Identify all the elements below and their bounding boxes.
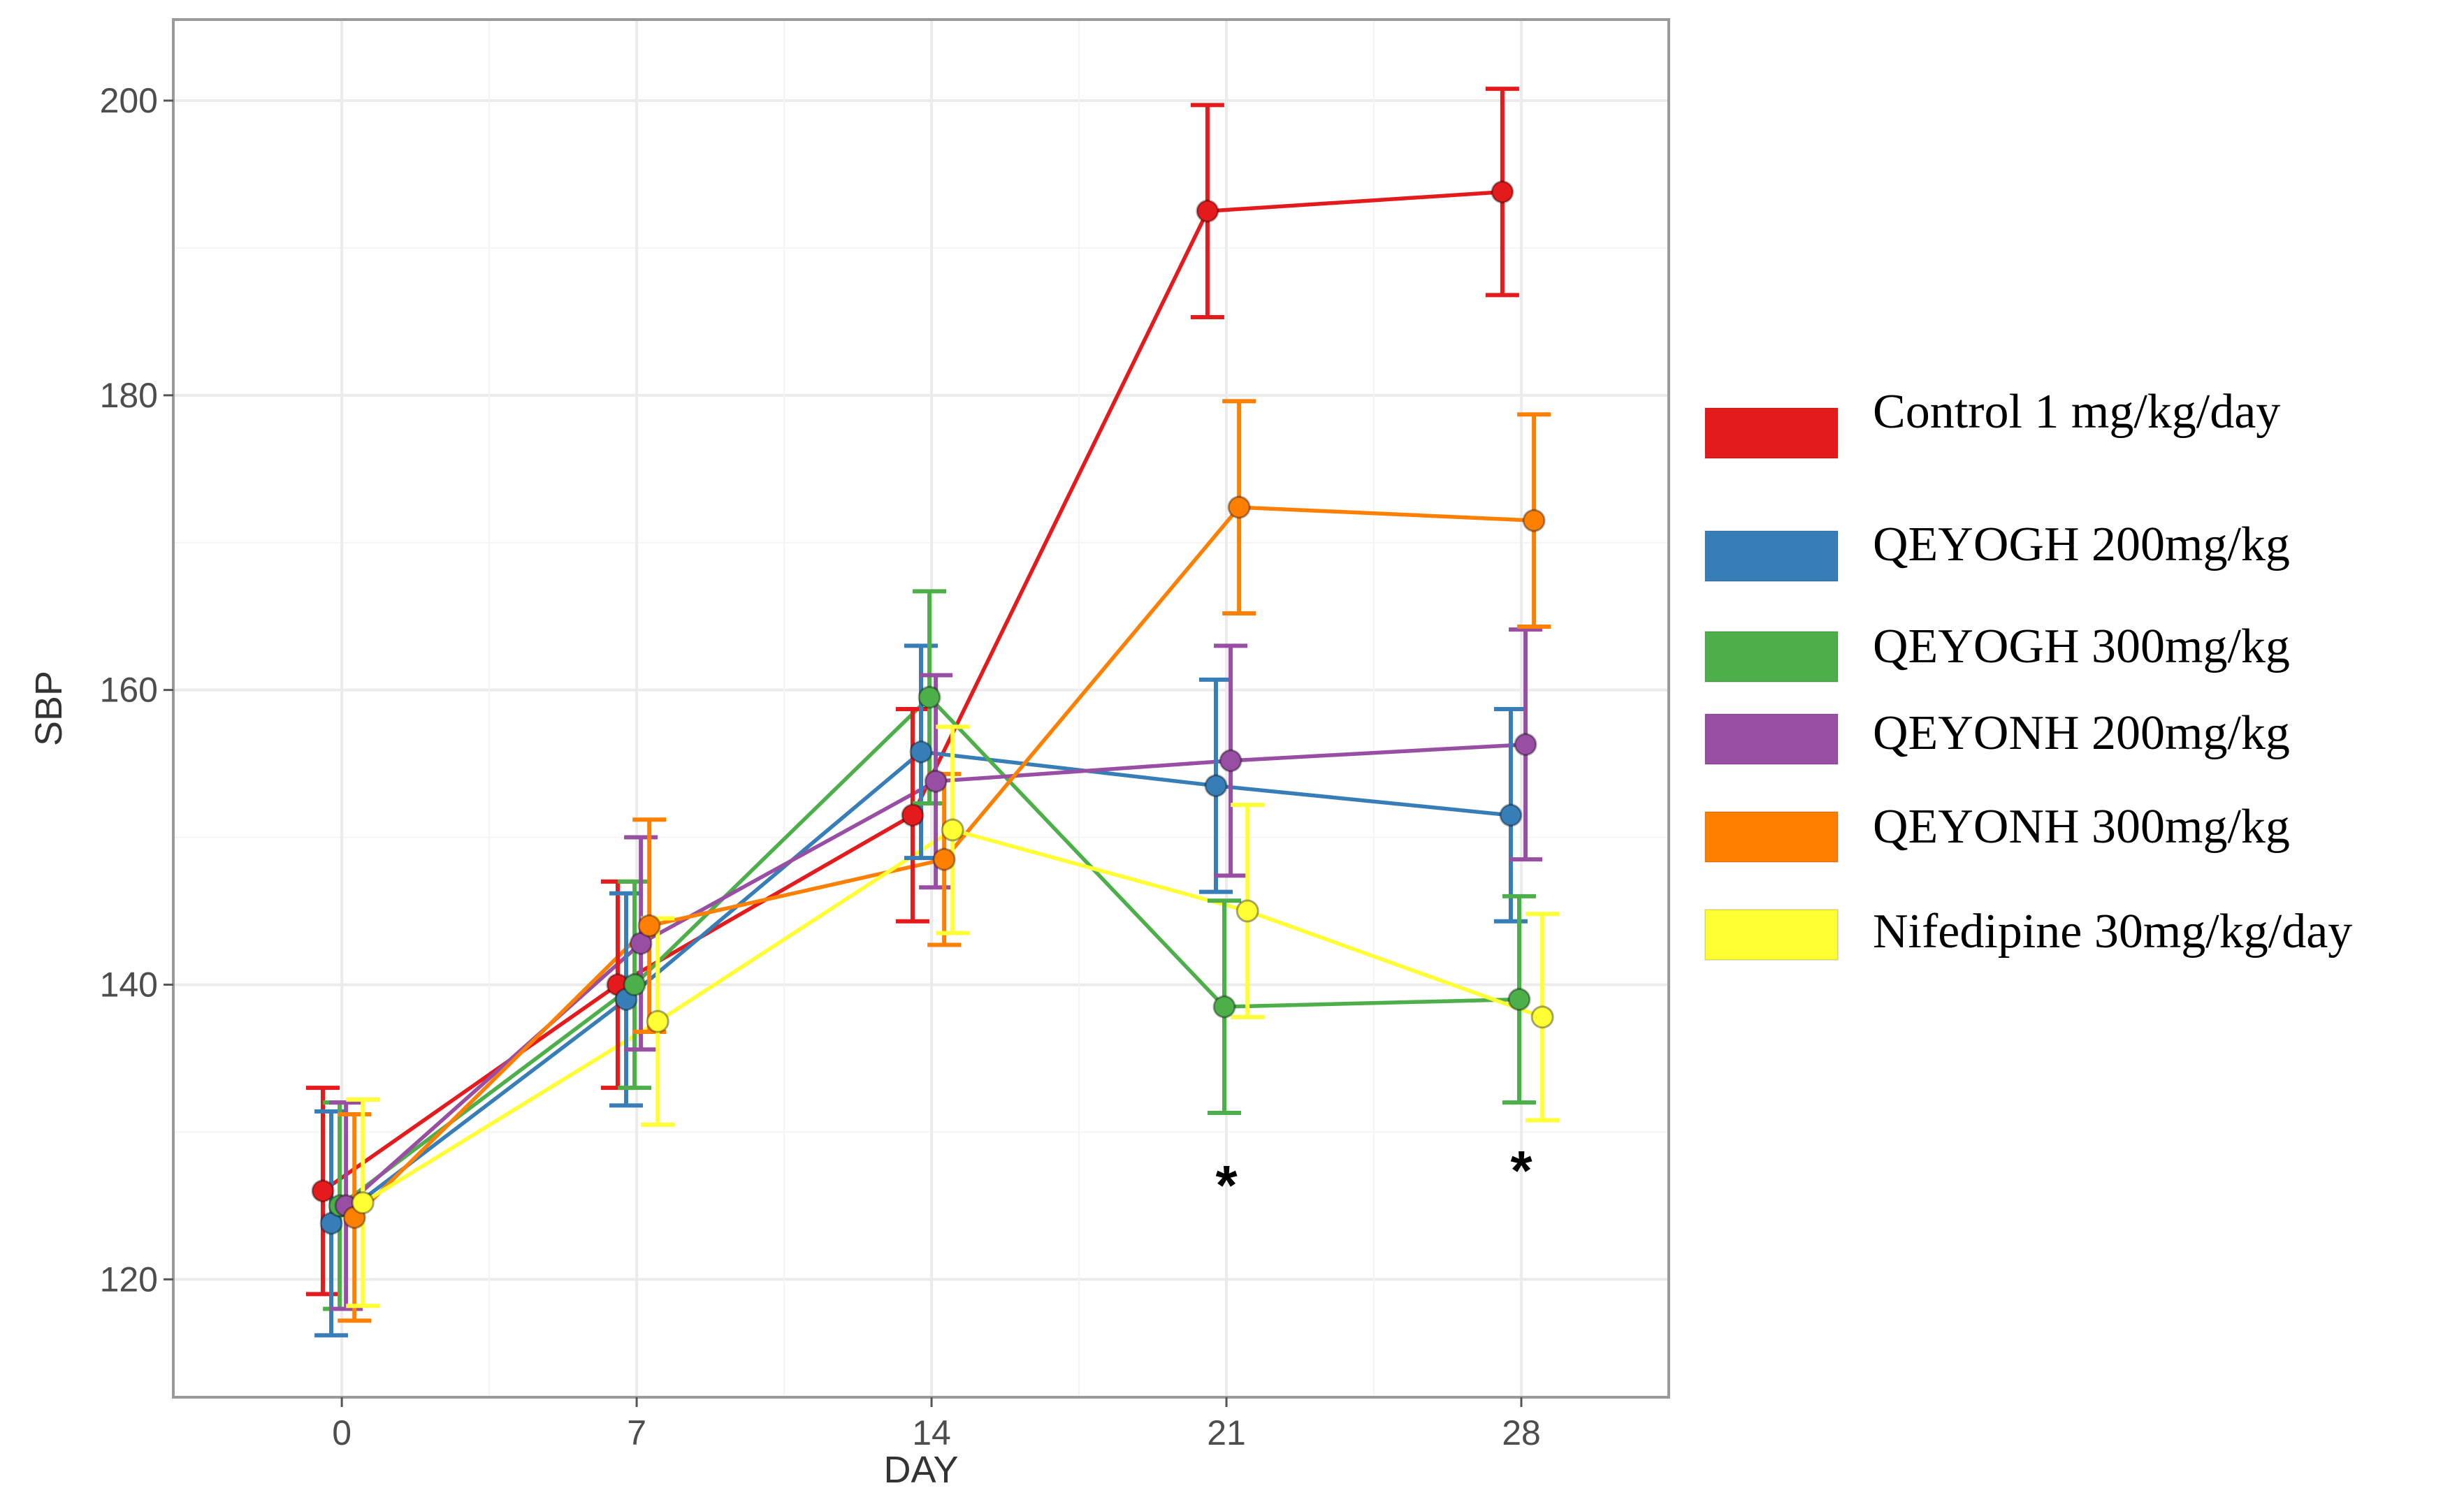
data-points bbox=[311, 180, 1554, 1235]
data-point-3-2 bbox=[924, 769, 948, 793]
data-point-4-3 bbox=[1227, 495, 1251, 519]
x-tick-label: 28 bbox=[1502, 1413, 1541, 1452]
significance-asterisk: * bbox=[1215, 1154, 1238, 1216]
legend-swatch-0 bbox=[1704, 407, 1839, 459]
data-point-2-3 bbox=[1212, 995, 1236, 1019]
legend-label-2: QEYOGH 300mg/kg bbox=[1873, 620, 2290, 673]
data-point-5-4 bbox=[1530, 1005, 1554, 1029]
data-point-0-0 bbox=[311, 1179, 335, 1203]
legend-swatch-4 bbox=[1704, 811, 1839, 863]
x-tick-label: 7 bbox=[627, 1413, 646, 1452]
data-point-4-2 bbox=[932, 847, 956, 871]
x-tick-label: 21 bbox=[1207, 1413, 1246, 1452]
legend-label-4: QEYONH 300mg/kg bbox=[1873, 800, 2290, 854]
data-point-5-1 bbox=[646, 1009, 669, 1033]
data-point-4-1 bbox=[637, 914, 661, 938]
legend-label-0: Control 1 mg/kg/day bbox=[1873, 385, 2280, 439]
data-point-5-0 bbox=[351, 1191, 375, 1215]
y-axis-label: SBP bbox=[28, 671, 70, 746]
data-point-3-4 bbox=[1514, 733, 1537, 757]
data-point-3-1 bbox=[629, 931, 653, 955]
axes: 120 140 160 180 200 0 7 14 21 28 bbox=[100, 81, 1541, 1452]
y-tick-label: 180 bbox=[100, 376, 158, 415]
legend-label-1: QEYOGH 200mg/kg bbox=[1873, 518, 2290, 571]
legend-swatch-3 bbox=[1704, 713, 1839, 765]
data-point-4-4 bbox=[1522, 509, 1546, 532]
legend-swatch-5 bbox=[1704, 909, 1839, 961]
y-tick-label: 200 bbox=[100, 81, 158, 120]
x-axis-label: DAY bbox=[883, 1449, 958, 1491]
significance-asterisk: * bbox=[1510, 1139, 1532, 1202]
legend-label-3: QEYONH 200mg/kg bbox=[1873, 706, 2290, 760]
data-point-1-3 bbox=[1204, 774, 1228, 798]
y-tick-label: 120 bbox=[100, 1260, 158, 1299]
data-point-2-4 bbox=[1507, 988, 1531, 1012]
legend: Control 1 mg/kg/day QEYOGH 200mg/kg QEYOGH… bbox=[1704, 385, 2352, 961]
data-point-0-3 bbox=[1196, 199, 1219, 223]
data-point-0-2 bbox=[901, 803, 925, 827]
data-point-3-3 bbox=[1219, 749, 1242, 773]
y-tick-label: 160 bbox=[100, 671, 158, 710]
annotations: * * bbox=[1215, 1139, 1532, 1216]
data-point-1-2 bbox=[909, 740, 933, 764]
data-point-1-0 bbox=[319, 1211, 343, 1235]
x-tick-label: 14 bbox=[912, 1413, 951, 1452]
data-point-1-4 bbox=[1499, 803, 1523, 827]
data-point-2-1 bbox=[623, 972, 646, 996]
legend-swatch-2 bbox=[1704, 631, 1839, 683]
legend-swatch-1 bbox=[1704, 530, 1839, 582]
data-point-5-2 bbox=[941, 818, 964, 842]
data-point-2-2 bbox=[918, 685, 941, 709]
plot-border bbox=[172, 18, 1670, 1399]
data-point-0-4 bbox=[1491, 180, 1514, 204]
data-point-5-3 bbox=[1235, 899, 1259, 923]
y-tick-label: 140 bbox=[100, 965, 158, 1004]
legend-label-5: Nifedipine 30mg/kg/day bbox=[1873, 905, 2352, 958]
x-tick-label: 0 bbox=[332, 1413, 352, 1452]
